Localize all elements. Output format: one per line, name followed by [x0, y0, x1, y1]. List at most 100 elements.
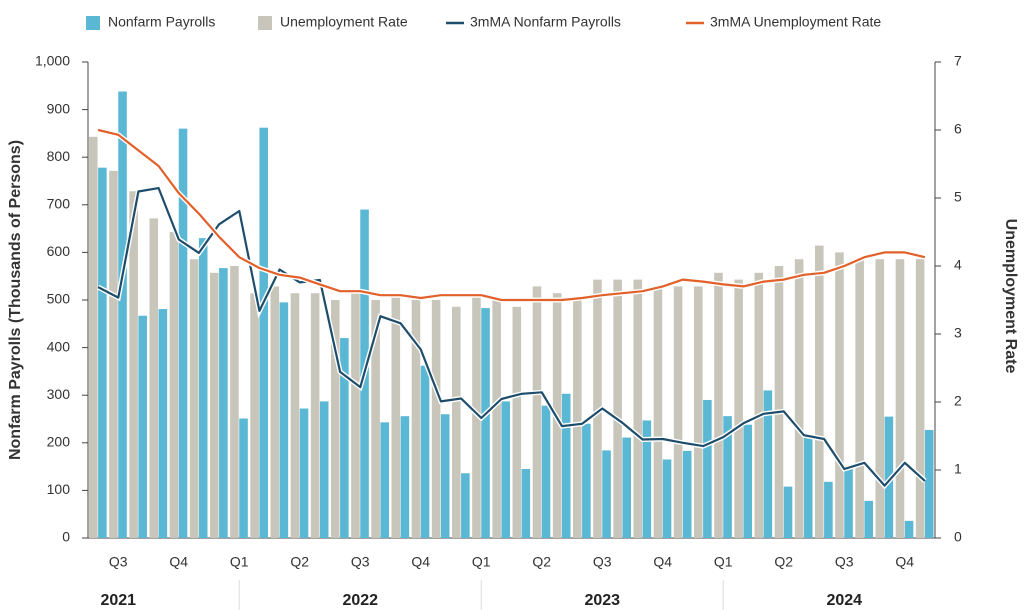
- bar: [411, 300, 421, 538]
- bar: [331, 300, 340, 538]
- bar: [299, 408, 309, 538]
- bar: [310, 293, 320, 538]
- bar: [391, 293, 401, 538]
- x-tick-label: Q4: [169, 554, 188, 570]
- bar: [924, 429, 934, 538]
- y-tick-label: 100: [47, 481, 71, 497]
- x-tick-label: Q3: [109, 554, 128, 570]
- y-axis-title: Nonfarm Payrolls (Thousands of Persons): [7, 140, 24, 460]
- bar: [622, 437, 631, 538]
- bar: [279, 302, 289, 538]
- bar: [682, 450, 692, 538]
- x-tick-label: Q2: [532, 554, 551, 570]
- legend-label: 3mMA Unemployment Rate: [710, 14, 881, 30]
- legend-label: Unemployment Rate: [280, 14, 408, 30]
- y2-tick-label: 0: [954, 529, 962, 545]
- bar: [351, 293, 360, 538]
- bar: [573, 300, 582, 538]
- bar: [178, 128, 188, 538]
- bar: [774, 266, 784, 538]
- bar: [824, 481, 833, 538]
- bar: [521, 468, 531, 538]
- x-tick-label: Q1: [714, 554, 733, 570]
- bar: [169, 232, 179, 538]
- bar: [219, 268, 228, 538]
- y2-tick-label: 2: [954, 393, 962, 409]
- y-tick-label: 600: [47, 243, 71, 259]
- bar: [694, 286, 703, 538]
- x-tick-label: Q1: [472, 554, 491, 570]
- y-tick-label: 800: [47, 148, 71, 164]
- bar: [129, 191, 138, 538]
- y2-tick-label: 7: [954, 53, 962, 69]
- bar: [673, 286, 683, 538]
- bar: [440, 414, 450, 538]
- bar: [290, 293, 300, 538]
- x-tick-label: Q3: [351, 554, 370, 570]
- bar: [250, 293, 259, 538]
- bar: [481, 308, 490, 538]
- legend-swatch: [86, 16, 100, 30]
- bar: [561, 393, 571, 538]
- bar: [593, 279, 602, 538]
- bar: [259, 127, 268, 539]
- bar: [380, 422, 389, 538]
- bar: [492, 300, 501, 538]
- x-tick-label: Q4: [895, 554, 914, 570]
- y-tick-label: 1,000: [35, 53, 70, 69]
- bar: [512, 306, 522, 538]
- bar: [875, 259, 885, 538]
- bar: [149, 218, 159, 538]
- x-tick-label: Q4: [411, 554, 430, 570]
- bar: [835, 252, 844, 538]
- bar: [754, 272, 764, 538]
- x-tick-label: Q1: [230, 554, 249, 570]
- bar: [703, 399, 712, 538]
- bar: [138, 315, 147, 538]
- bar: [270, 286, 280, 538]
- bar: [723, 416, 732, 538]
- bar: [452, 306, 461, 538]
- y-tick-label: 300: [47, 386, 71, 402]
- bar: [189, 259, 199, 538]
- bar: [743, 424, 752, 538]
- y2-tick-label: 1: [954, 461, 962, 477]
- line: [97, 187, 926, 487]
- year-label: 2023: [584, 592, 620, 609]
- line: [97, 128, 926, 302]
- bar: [239, 418, 248, 538]
- bar: [915, 259, 925, 538]
- bar: [158, 309, 168, 538]
- bar: [89, 136, 98, 539]
- x-tick-label: Q2: [774, 554, 793, 570]
- bar: [371, 300, 380, 538]
- legend-label: 3mMA Nonfarm Payrolls: [470, 14, 621, 30]
- bar: [98, 167, 107, 538]
- bar: [783, 486, 793, 538]
- y2-tick-label: 4: [954, 257, 962, 273]
- y-tick-label: 900: [47, 100, 71, 116]
- y2-tick-label: 5: [954, 189, 962, 205]
- bar: [844, 468, 853, 538]
- bar: [895, 259, 905, 538]
- bar: [532, 286, 542, 538]
- bar: [109, 170, 118, 539]
- y-tick-label: 200: [47, 434, 71, 450]
- bar: [420, 365, 430, 538]
- x-tick-label: Q2: [290, 554, 309, 570]
- legend-swatch: [258, 16, 272, 30]
- bar: [714, 272, 723, 538]
- year-label: 2022: [342, 592, 378, 609]
- bar: [855, 259, 864, 538]
- bar: [541, 405, 551, 538]
- y-tick-label: 400: [47, 338, 71, 354]
- bar: [642, 420, 652, 538]
- x-tick-label: Q3: [835, 554, 854, 570]
- bar: [210, 272, 219, 538]
- bar: [763, 390, 773, 538]
- bar: [815, 245, 824, 538]
- bar: [653, 286, 663, 538]
- y2-tick-label: 6: [954, 121, 962, 137]
- legend-label: Nonfarm Payrolls: [108, 14, 215, 30]
